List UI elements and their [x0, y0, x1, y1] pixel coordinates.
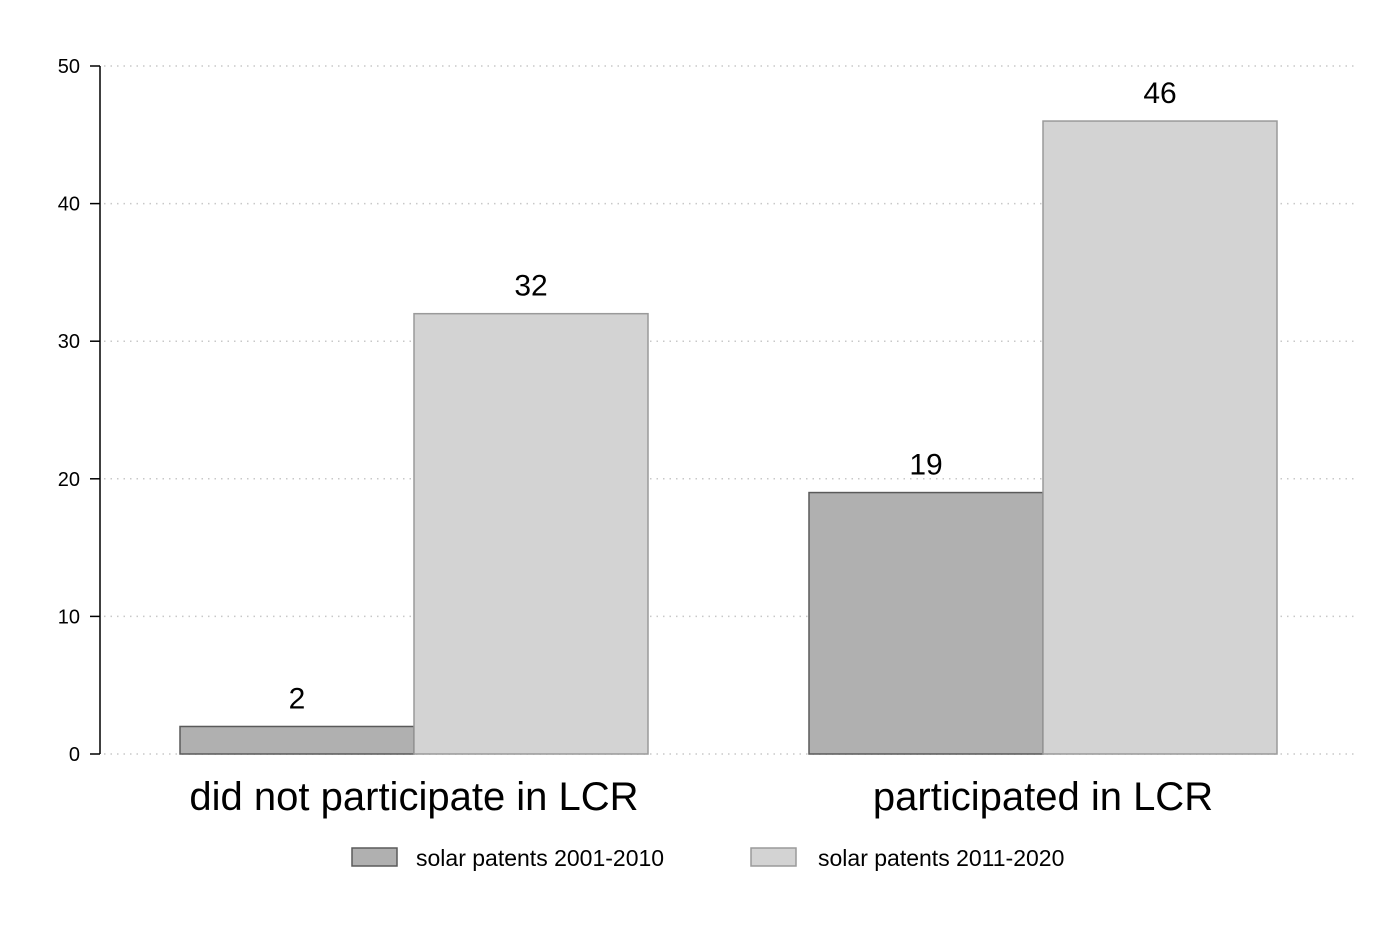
y-tick-label-20: 20 — [58, 469, 80, 491]
y-tick-label-0: 0 — [69, 744, 80, 766]
data-label-1-1: 2 — [289, 682, 306, 715]
y-tick-label-50: 50 — [58, 56, 80, 78]
legend-swatch-1 — [351, 847, 398, 867]
y-tick-label-30: 30 — [58, 331, 80, 353]
y-axis: 0 10 20 30 40 50 — [58, 56, 101, 766]
legend-label-2: solar patents 2011-2020 — [818, 845, 1064, 871]
legend-swatch-2 — [750, 847, 797, 867]
x-axis: did not participate in LCR participated i… — [189, 775, 1213, 819]
data-label-2-2: 46 — [1143, 77, 1176, 110]
data-label-2-1: 19 — [909, 449, 942, 482]
bar-2-series-1 — [808, 491, 1044, 755]
y-tick-label-10: 10 — [58, 606, 80, 628]
y-tick-label-40: 40 — [58, 194, 80, 216]
legend: solar patents 2001-2010 solar patents 201… — [351, 845, 1064, 871]
bar-2-series-2 — [1042, 120, 1278, 755]
bar-1-series-1 — [179, 725, 415, 755]
data-labels: 2 32 19 46 — [289, 77, 1177, 715]
x-category-label-1: did not participate in LCR — [189, 775, 638, 819]
bar-1-series-2 — [413, 312, 649, 755]
legend-label-1: solar patents 2001-2010 — [416, 845, 664, 871]
bars — [179, 120, 1278, 755]
data-label-1-2: 32 — [514, 270, 547, 303]
x-category-label-2: participated in LCR — [873, 775, 1213, 819]
